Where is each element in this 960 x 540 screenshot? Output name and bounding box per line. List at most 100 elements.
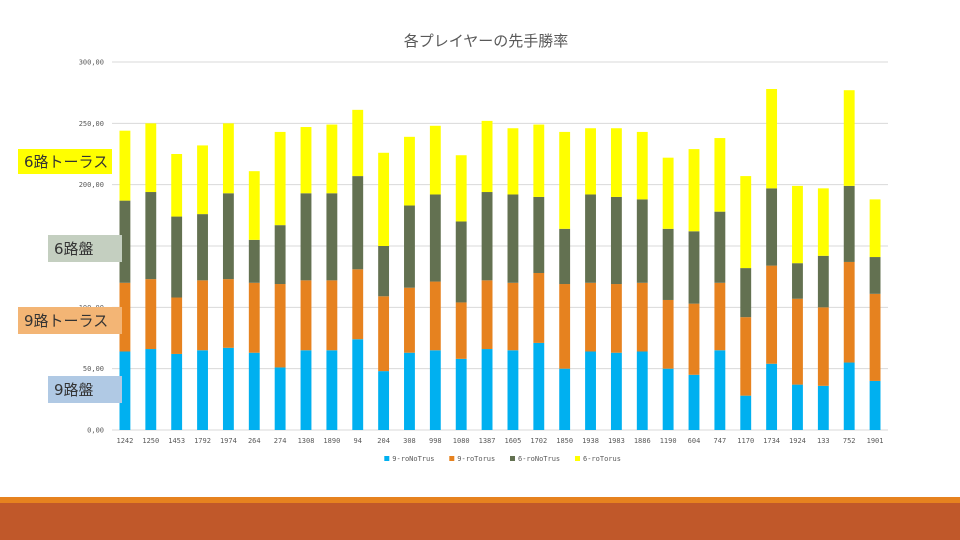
bar-segment [222,279,234,348]
x-tick-label: 264 [248,437,261,445]
bar-segment [792,298,803,385]
label-6-ban: 6路盤 [48,235,122,262]
bar-segment [222,347,234,430]
bar-segment [688,149,700,232]
bar-segment [352,339,364,430]
bar-segment [662,228,674,300]
bar-segment [352,109,364,177]
bar-segment [507,128,519,195]
bar-segment [714,350,726,430]
bar-segment [714,282,726,351]
bar-segment [766,188,778,266]
bar-segment [843,185,855,262]
bar-segment [455,302,467,359]
bar-segment [662,157,674,229]
y-tick-label: 300,00 [79,59,104,67]
x-tick-label: 204 [377,437,390,445]
bar-segment [688,303,700,375]
bar-segment [197,214,208,281]
bar-segment [740,176,752,269]
bar-segment [843,261,855,363]
bar-segment [300,193,312,281]
bar-segment [636,282,648,352]
bar-segment [481,280,493,350]
bar-segment [248,171,260,240]
bar-segment [636,131,648,200]
bar-segment [585,128,596,195]
bar-segment [119,200,131,283]
bar-segment [378,371,390,430]
bar-segment [740,395,752,430]
bar-segment [817,255,829,308]
bar-segment [559,228,571,285]
bar-segment [817,385,829,430]
legend-swatch [384,456,390,461]
bar-segment [559,368,571,430]
x-tick-label: 1983 [608,437,625,445]
bar-segment [559,284,571,369]
bar-segment [197,145,208,215]
legend-label: 6-roTorus [583,455,621,463]
y-tick-label: 200,00 [79,181,104,189]
bar-segment [533,272,545,343]
bar-segment [404,287,415,353]
bar-segment [404,352,415,430]
bar-segment [792,384,803,430]
bar-segment [455,155,467,222]
bar-segment [378,246,390,297]
bar-segment [688,374,700,430]
bar-segment [585,282,596,352]
bar-segment [662,299,674,369]
bar-segment [404,205,415,288]
bar-segment [119,351,131,430]
bar-segment [610,352,622,430]
bar-segment [171,154,183,217]
bar-segment [429,281,441,351]
bar-segment [429,350,441,430]
bar-segment [714,138,726,212]
legend-label: 9-roTorus [457,455,495,463]
bar-segment [662,368,674,430]
y-tick-label: 250,00 [79,120,104,128]
bar-segment [378,152,390,246]
bar-segment [455,221,467,303]
bar-segment [171,216,183,298]
bar-segment [352,176,364,270]
label-9-ban: 9路盤 [48,376,122,403]
bar-segment [792,263,803,299]
bar-segment [145,123,157,193]
bar-segment [843,90,855,186]
legend-swatch [575,456,580,461]
bar-segment [610,284,622,353]
x-tick-label: 1702 [530,437,547,445]
bar-segment [274,367,286,430]
x-tick-label: 1850 [556,437,573,445]
bar-segment [481,192,493,281]
bar-segment [429,125,441,195]
y-tick-label: 0,00 [87,427,104,435]
x-tick-label: 1605 [505,437,522,445]
bar-segment [481,349,493,430]
bar-segment [688,231,700,304]
bar-segment [533,342,545,430]
bar-segment [429,194,441,282]
bar-segment [197,350,208,430]
bar-segment [610,196,622,285]
legend-swatch [449,456,455,461]
bar-segment [636,199,648,283]
bar-segment [300,280,312,351]
bar-segment [843,362,855,430]
bar-segment [766,363,778,430]
bar-segment [326,280,338,351]
bar-segment [326,193,338,281]
bar-segment [636,351,648,430]
x-tick-label: 1453 [168,437,185,445]
x-tick-label: 1734 [763,437,780,445]
bar-segment [145,279,157,350]
bar-segment [869,380,881,430]
bar-segment [145,192,157,280]
y-tick-label: 50,00 [83,365,104,373]
x-tick-label: 747 [714,437,727,445]
x-tick-label: 1242 [117,437,134,445]
bar-segment [740,268,752,318]
